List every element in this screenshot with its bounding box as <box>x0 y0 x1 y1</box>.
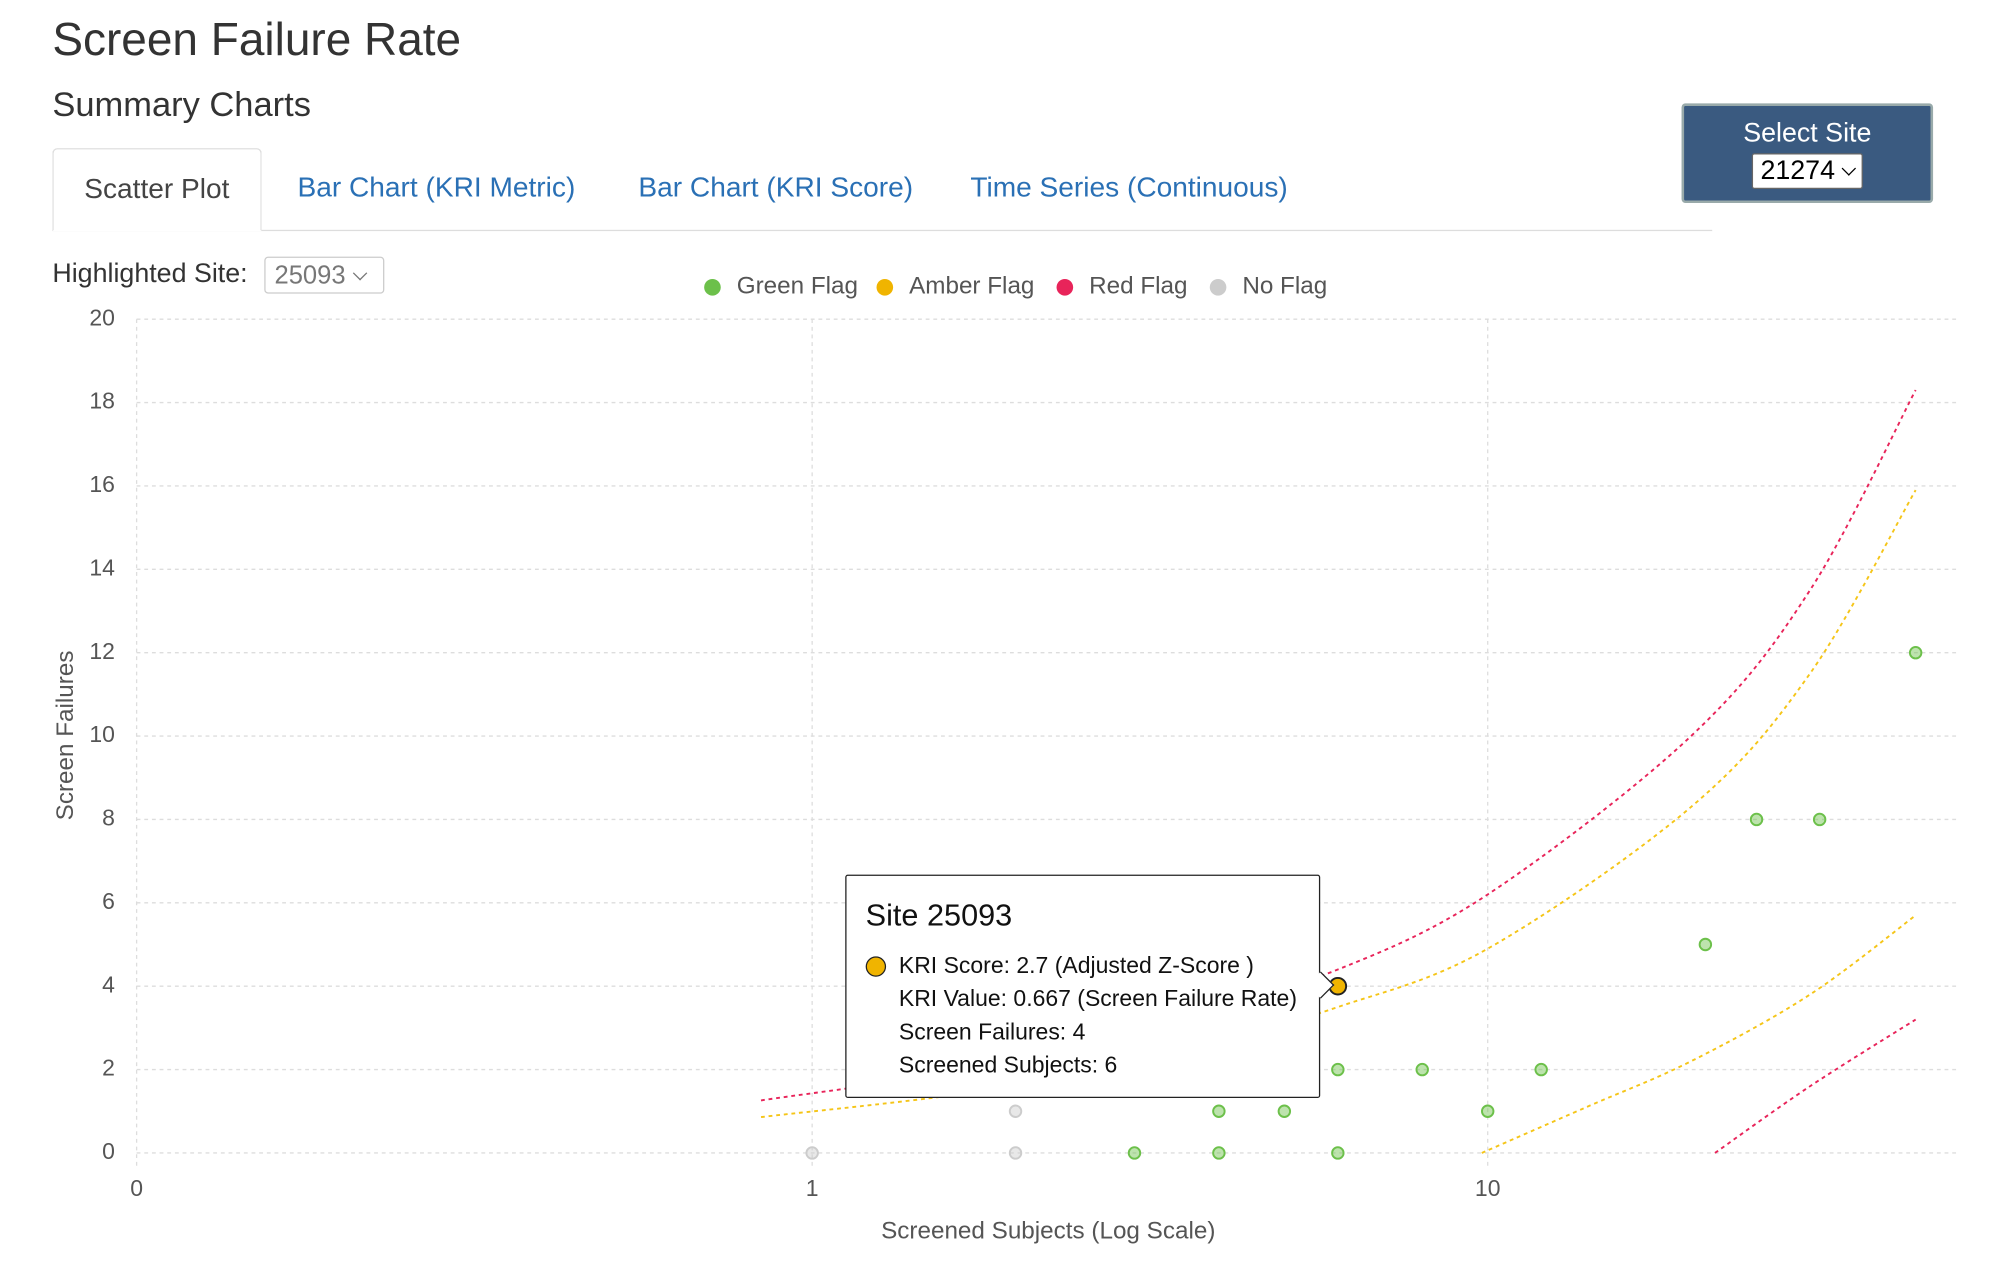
highlight-label: Highlighted Site: <box>52 259 248 289</box>
point <box>1749 812 1764 827</box>
page-subtitle: Summary Charts <box>52 85 311 124</box>
legend-marker <box>876 278 894 296</box>
y-tick-label: 12 <box>89 638 115 664</box>
threshold-line <box>1481 914 1917 1154</box>
x-tick-label: 10 <box>1475 1175 1501 1201</box>
tab-bar: Scatter Plot Bar Chart (KRI Metric) Bar … <box>52 148 1713 232</box>
point <box>1212 1104 1226 1118</box>
site-dropdown[interactable]: 21274 <box>1751 153 1864 189</box>
point <box>1698 937 1713 952</box>
threshold-line <box>760 389 1917 1102</box>
tooltip-line: Screen Failures: 4 <box>898 1018 1086 1045</box>
legend-label: Red Flag <box>1089 273 1187 300</box>
y-tick-label: 8 <box>102 805 115 831</box>
highlight-value: 25093 <box>274 261 346 290</box>
point <box>1908 645 1923 660</box>
x-tick-label: 0 <box>130 1175 143 1201</box>
site-selector: Select Site 21274 <box>1681 103 1934 204</box>
point <box>1481 1104 1495 1118</box>
point <box>1331 1146 1345 1160</box>
tab[interactable]: Bar Chart (KRI Score) <box>638 171 914 204</box>
site-selector-label: Select Site <box>1743 118 1872 149</box>
tooltip-line: Screened Subjects: 6 <box>898 1052 1118 1078</box>
legend-label: No Flag <box>1242 273 1327 300</box>
page-title: Screen Failure Rate <box>52 12 462 66</box>
point <box>805 1146 819 1160</box>
point <box>1812 812 1827 827</box>
chevron <box>1841 161 1857 176</box>
tooltip: Site 25093 KRI Score: 2.7 (Adjusted Z-Sc… <box>845 874 1335 1099</box>
y-tick-label: 18 <box>89 388 115 414</box>
point <box>1008 1104 1023 1118</box>
y-axis-label: Screen Failures <box>52 651 79 821</box>
point <box>1534 1062 1548 1077</box>
legend-marker <box>1056 278 1074 296</box>
tooltip-marker <box>865 956 887 977</box>
y-tick-label: 6 <box>102 888 115 914</box>
highlight-dropdown[interactable]: 25093 <box>264 256 385 294</box>
x-tick-label: 1 <box>806 1175 819 1201</box>
point <box>1331 1062 1345 1077</box>
y-tick-label: 10 <box>89 721 115 747</box>
tab[interactable]: Scatter Plot <box>52 148 262 232</box>
tooltip-title: Site 25093 <box>865 898 1013 934</box>
tab[interactable]: Bar Chart (KRI Metric) <box>297 171 576 204</box>
point <box>1415 1062 1429 1077</box>
legend-label: Green Flag <box>737 273 858 300</box>
tooltip-line: KRI Score: 2.7 (Adjusted Z-Score ) <box>898 952 1254 979</box>
legend-marker <box>1209 278 1227 296</box>
y-tick-label: 4 <box>102 971 115 997</box>
x-axis-label: Screened Subjects (Log Scale) <box>881 1218 1215 1245</box>
point <box>1008 1146 1023 1160</box>
y-tick-label: 20 <box>89 304 115 330</box>
point <box>1277 1104 1292 1118</box>
tooltip-line: KRI Value: 0.667 (Screen Failure Rate) <box>898 985 1298 1012</box>
legend-label: Amber Flag <box>909 273 1034 300</box>
point <box>1127 1146 1142 1160</box>
y-tick-label: 0 <box>102 1138 115 1164</box>
point <box>1212 1146 1226 1160</box>
threshold-line <box>1714 1018 1917 1154</box>
y-tick-label: 14 <box>89 554 115 580</box>
y-tick-label: 16 <box>89 471 115 497</box>
chevron <box>352 266 367 281</box>
y-tick-label: 2 <box>102 1055 115 1081</box>
site-value: 21274 <box>1760 155 1836 186</box>
legend-marker <box>704 278 721 296</box>
tab[interactable]: Time Series (Continuous) <box>970 171 1288 204</box>
